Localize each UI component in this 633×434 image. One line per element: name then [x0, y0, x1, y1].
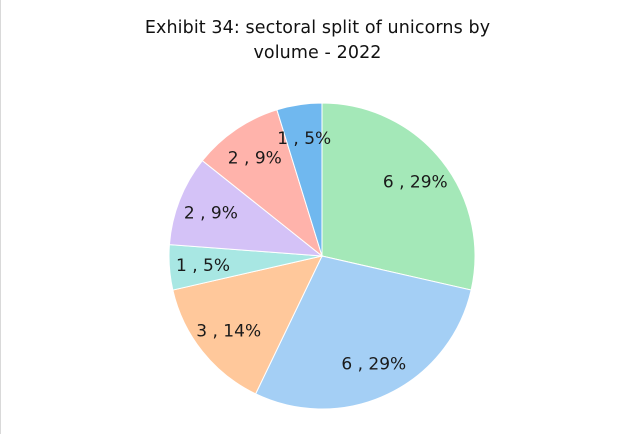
slice-data-label-2: 6 , 29% — [341, 355, 406, 375]
chart-title: Exhibit 34: sectoral split of unicorns b… — [1, 16, 633, 66]
pie-slice-6 — [201, 109, 323, 258]
slice-data-label-5: 2 , 9% — [184, 203, 238, 223]
pie-slice-3 — [172, 255, 323, 395]
pie-slice-5 — [168, 159, 324, 257]
slice-data-label-7: 1 , 5% — [277, 129, 331, 149]
pie-slice-7 — [276, 102, 323, 257]
pie-slice-1 — [321, 102, 476, 291]
slice-data-label-4: 1 , 5% — [176, 256, 230, 276]
slice-data-label-1: 6 , 29% — [383, 173, 448, 193]
slice-data-label-3: 3 , 14% — [196, 321, 261, 341]
slice-data-label-6: 2 , 9% — [228, 148, 282, 168]
pie-slice-2 — [254, 255, 472, 410]
chart-title-line-2: volume - 2022 — [253, 43, 382, 63]
chart-title-line-1: Exhibit 34: sectoral split of unicorns b… — [144, 18, 491, 38]
